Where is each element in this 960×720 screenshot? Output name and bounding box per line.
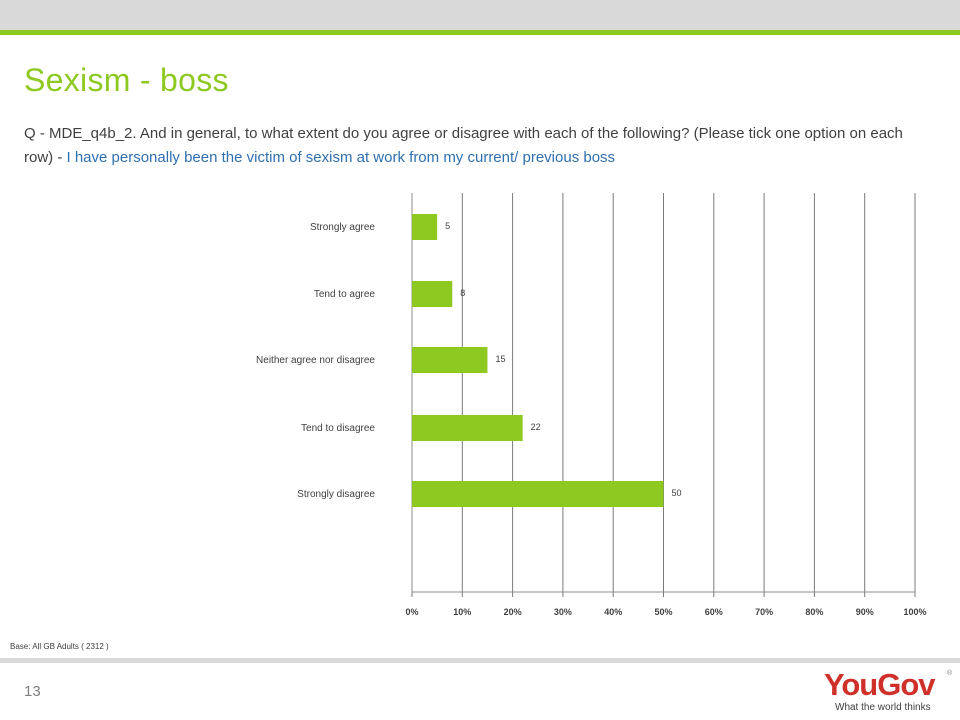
- data-label: 50: [672, 488, 682, 498]
- x-tick-label: 0%: [405, 607, 418, 617]
- top-bar: [0, 0, 960, 30]
- top-accent-rule: [0, 30, 960, 35]
- category-label: Tend to disagree: [301, 423, 375, 434]
- logo-wordmark: YouGov: [824, 667, 936, 702]
- x-tick-label: 10%: [453, 607, 471, 617]
- bar: [412, 415, 523, 441]
- data-label: 15: [495, 354, 505, 364]
- bar: [412, 214, 438, 240]
- bar: [412, 347, 488, 373]
- x-tick-label: 80%: [805, 607, 823, 617]
- x-tick-label: 60%: [705, 607, 723, 617]
- category-label: Neither agree nor disagree: [256, 355, 375, 366]
- x-tick-label: 40%: [604, 607, 622, 617]
- bar-chart: 0% 10% 20% 30% 40% 50% 60% 70% 80% 90% 100% Strongl…: [256, 193, 927, 617]
- question-statement: I have personally been the victim of sex…: [66, 149, 616, 166]
- category-label: Strongly agree: [310, 222, 375, 233]
- bar: [412, 281, 453, 307]
- x-tick-label: 20%: [504, 607, 522, 617]
- data-label: 8: [460, 288, 465, 298]
- bar: [412, 481, 664, 507]
- question-prefix: Q - MDE_q4b_2. And in general, to what e…: [24, 125, 903, 166]
- x-tick-label: 70%: [755, 607, 773, 617]
- question-text: Q - MDE_q4b_2. And in general, to what e…: [24, 122, 934, 170]
- x-tick-label: 30%: [554, 607, 572, 617]
- base-note: Base: All GB Adults ( 2312 ): [10, 642, 109, 651]
- category-label: Tend to agree: [314, 289, 376, 300]
- page-number: 13: [24, 683, 41, 700]
- data-label: 22: [531, 422, 541, 432]
- x-tick-label: 50%: [654, 607, 672, 617]
- bottom-band: [0, 658, 960, 663]
- yougov-logo: YouGov ® What the world thinks: [824, 667, 953, 716]
- category-label: Strongly disagree: [297, 489, 375, 500]
- x-tick-label: 90%: [856, 607, 874, 617]
- data-label: 5: [445, 221, 450, 231]
- slide-title: Sexism - boss: [24, 62, 229, 98]
- x-tick-label: 100%: [903, 607, 926, 617]
- registered-mark: ®: [947, 670, 953, 677]
- logo-tagline: What the world thinks: [835, 702, 931, 713]
